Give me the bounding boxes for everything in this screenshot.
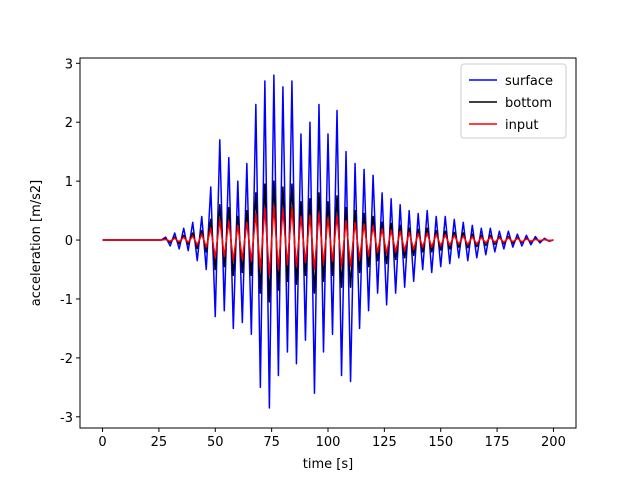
- legend-label: bottom: [505, 96, 552, 111]
- x-tick-label: 75: [263, 435, 280, 450]
- x-tick-label: 25: [151, 435, 168, 450]
- legend-box: [460, 63, 567, 139]
- y-tick-label: 3: [65, 57, 73, 72]
- series-line: [102, 205, 554, 277]
- x-tick-label: 175: [485, 435, 510, 450]
- y-tick-label: -2: [60, 352, 73, 367]
- y-tick-label: -1: [60, 293, 73, 308]
- y-tick-label: 1: [65, 175, 73, 190]
- plot-frame: [79, 57, 577, 429]
- legend-label: surface: [505, 74, 553, 89]
- y-axis-label: acceleration [m/s2]: [29, 180, 44, 306]
- x-tick-label: 100: [316, 435, 341, 450]
- x-tick-label: 0: [98, 435, 106, 450]
- x-tick-label: 125: [372, 435, 397, 450]
- y-tick-label: -3: [60, 411, 73, 426]
- x-tick-label: 50: [207, 435, 224, 450]
- y-tick-label: 0: [65, 234, 73, 249]
- x-tick-label: 150: [428, 435, 453, 450]
- y-tick-label: 2: [65, 116, 73, 131]
- x-axis-label: time [s]: [303, 457, 353, 472]
- x-tick-label: 200: [541, 435, 566, 450]
- series-line: [102, 74, 554, 409]
- legend-label: input: [505, 118, 538, 133]
